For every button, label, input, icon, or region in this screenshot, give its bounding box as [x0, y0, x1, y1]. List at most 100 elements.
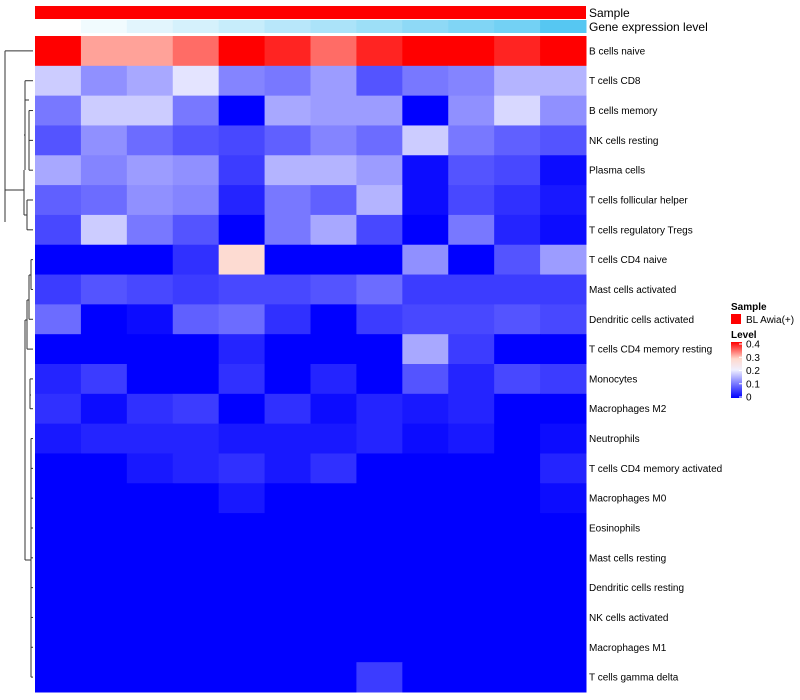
heatmap-cell: [356, 632, 403, 663]
heatmap-cell: [172, 155, 220, 186]
heatmap-cell: [80, 65, 128, 97]
heatmap-cell: [218, 542, 266, 574]
heatmap-cell: [448, 274, 495, 305]
heatmap-cell: [126, 483, 174, 514]
expression-annotation-label: Gene expression level: [589, 20, 708, 34]
heatmap-cell: [172, 483, 220, 514]
heatmap-cell: [356, 423, 403, 454]
expression-level-cell: [126, 20, 174, 33]
heatmap-cell: [172, 334, 220, 365]
heatmap-cell: [402, 155, 449, 186]
heatmap-cell: [80, 125, 128, 156]
heatmap-cell: [80, 393, 128, 425]
heatmap-cell: [540, 632, 587, 663]
legend-tick-label: 0.3: [746, 353, 760, 364]
heatmap-cell: [494, 453, 541, 484]
heatmap-cell: [540, 304, 587, 335]
heatmap-cell: [310, 334, 357, 365]
heatmap-cell: [494, 334, 541, 365]
legend-tick-label: 0: [746, 393, 752, 404]
heatmap-cell: [264, 244, 311, 276]
heatmap-cell: [218, 304, 266, 335]
column-annotations: [35, 6, 587, 33]
heatmap-cells: [35, 36, 587, 693]
heatmap-cell: [540, 602, 587, 633]
heatmap-cell: [402, 95, 449, 126]
heatmap-cell: [310, 244, 357, 276]
heatmap-cell: [356, 662, 403, 693]
heatmap-cell: [310, 155, 357, 186]
heatmap-cell: [264, 453, 311, 484]
heatmap-cell: [494, 662, 541, 693]
heatmap-cell: [264, 304, 311, 335]
heatmap-cell: [126, 393, 174, 425]
heatmap-cell: [494, 185, 541, 216]
heatmap-cell: [218, 274, 266, 305]
heatmap-cell: [126, 334, 174, 365]
heatmap-cell: [80, 423, 128, 454]
heatmap-cell: [494, 125, 541, 156]
row-label: Dendritic cells resting: [589, 583, 684, 594]
heatmap-cell: [540, 513, 587, 544]
heatmap-cell: [172, 542, 220, 574]
heatmap-cell: [402, 364, 449, 395]
heatmap-cell: [218, 393, 266, 425]
heatmap-cell: [172, 364, 220, 395]
heatmap-cell: [126, 542, 174, 574]
heatmap-cell: [494, 274, 541, 305]
heatmap-cell: [402, 65, 449, 97]
heatmap-cell: [356, 36, 403, 67]
heatmap-cell: [126, 214, 174, 246]
row-label: Mast cells activated: [589, 285, 676, 296]
heatmap-cell: [264, 185, 311, 216]
heatmap-cell: [126, 304, 174, 335]
legend-sample-title: Sample: [731, 302, 767, 313]
heatmap-cell: [448, 125, 495, 156]
legend: Sample BL Awia(+) Level 0.4 0.3 0.2 0.1 0: [731, 302, 794, 404]
heatmap-cell: [172, 95, 220, 126]
row-label: Macrophages M0: [589, 494, 667, 505]
heatmap-cell: [126, 632, 174, 663]
row-label: Monocytes: [589, 374, 637, 385]
expression-level-cell: [172, 20, 220, 33]
heatmap-cell: [448, 334, 495, 365]
heatmap-cell: [402, 214, 449, 246]
heatmap-cell: [172, 513, 220, 544]
heatmap-cell: [35, 36, 82, 67]
row-label: T cells CD4 naive: [589, 255, 668, 266]
heatmap-cell: [310, 602, 357, 633]
heatmap-cell: [264, 423, 311, 454]
heatmap-cell: [35, 214, 82, 246]
heatmap-cell: [35, 65, 82, 97]
heatmap-cell: [540, 662, 587, 693]
heatmap-cell: [264, 95, 311, 126]
heatmap-cell: [540, 393, 587, 425]
heatmap-cell: [218, 423, 266, 454]
heatmap-cell: [540, 65, 587, 97]
heatmap-cell: [126, 572, 174, 604]
heatmap-cell: [448, 214, 495, 246]
heatmap-cell: [126, 65, 174, 97]
heatmap-cell: [80, 662, 128, 693]
heatmap-cell: [126, 274, 174, 305]
heatmap-cell: [540, 155, 587, 186]
heatmap-cell: [126, 36, 174, 67]
heatmap-cell: [494, 36, 541, 67]
expression-level-cell: [218, 20, 266, 33]
heatmap-cell: [310, 483, 357, 514]
heatmap-cell: [172, 632, 220, 663]
heatmap-cell: [218, 155, 266, 186]
heatmap-cell: [540, 214, 587, 246]
heatmap-cell: [494, 572, 541, 604]
heatmap-cell: [172, 36, 220, 67]
row-label: T cells regulatory Tregs: [589, 225, 693, 236]
heatmap-cell: [402, 125, 449, 156]
heatmap-cell: [540, 423, 587, 454]
heatmap-cell: [448, 602, 495, 633]
heatmap-cell: [172, 572, 220, 604]
heatmap-cell: [80, 453, 128, 484]
heatmap-cell: [80, 36, 128, 67]
heatmap-cell: [35, 334, 82, 365]
heatmap-cell: [402, 602, 449, 633]
